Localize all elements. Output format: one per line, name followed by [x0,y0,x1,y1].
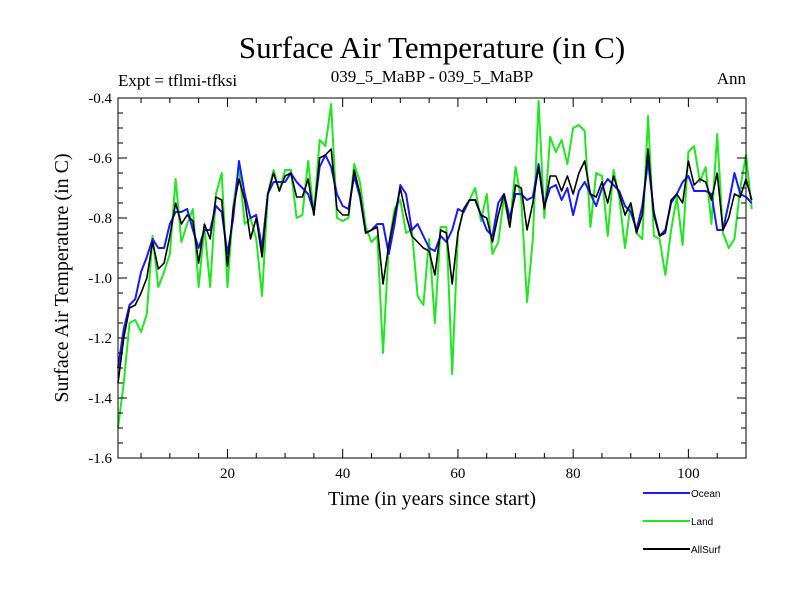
series-layer [117,100,753,429]
y-tick-label: -0.6 [88,151,112,167]
y-tick-label: -1.4 [88,391,112,407]
x-tick-label: 80 [566,466,581,482]
y-tick-label: -1.2 [88,331,112,347]
x-tick-label: 60 [450,466,465,482]
y-tick-label: -0.8 [88,211,112,227]
x-tick-label: 100 [677,466,700,482]
series-line-land [117,100,753,429]
y-tick-label: -1.0 [88,271,112,287]
legend: Ocean Land AllSurf [643,489,721,556]
experiment-label: Expt = tflmi-tfksi [118,71,237,90]
legend-label-allsurf: AllSurf [691,545,721,556]
y-tick-label: -1.6 [88,451,112,467]
season-label: Ann [717,69,747,88]
axis-ticks: -1.6 -1.4 -1.2 -1.0 -0.8 -0.6 -0.4 20 40 60 80 100 [88,91,746,482]
x-tick-label: 20 [220,466,235,482]
legend-label-ocean: Ocean [691,489,720,500]
legend-label-land: Land [691,517,713,528]
y-axis-label: Surface Air Temperature (in C) [51,153,73,402]
x-axis-label: Time (in years since start) [328,488,536,510]
y-tick-label: -0.4 [88,91,112,107]
series-line-ocean [117,154,753,369]
series-line-allsurf [117,148,753,384]
x-tick-label: 40 [335,466,350,482]
chart-title: Surface Air Temperature (in C) [239,30,625,65]
period-label: 039_5_MaBP - 039_5_MaBP [331,67,533,86]
